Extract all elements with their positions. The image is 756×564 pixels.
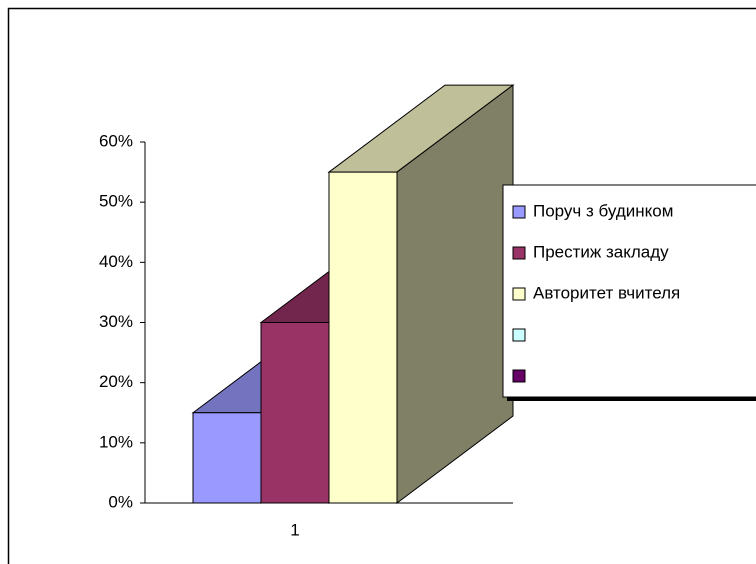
legend bbox=[502, 184, 756, 398]
legend-label: Поруч з будинком bbox=[533, 201, 673, 220]
y-tick-label: 50% bbox=[99, 192, 133, 211]
legend-swatch bbox=[512, 328, 526, 342]
legend-swatch bbox=[512, 369, 526, 383]
bar-front bbox=[260, 322, 330, 504]
legend-label: Престиж закладу bbox=[533, 242, 669, 261]
legend-swatch bbox=[512, 205, 526, 219]
y-tick-label: 20% bbox=[99, 372, 133, 391]
y-tick-label: 10% bbox=[99, 432, 133, 451]
legend-swatch bbox=[512, 287, 526, 301]
bar-front bbox=[192, 412, 262, 504]
y-tick-label: 30% bbox=[99, 312, 133, 331]
bar bbox=[327, 84, 515, 504]
x-tick-label: 1 bbox=[290, 520, 299, 539]
legend-swatch bbox=[512, 246, 526, 260]
bar-front bbox=[328, 171, 398, 504]
legend-label: Авторитет вчителя bbox=[533, 283, 680, 302]
y-tick-label: 60% bbox=[99, 131, 133, 150]
y-tick-label: 40% bbox=[99, 252, 133, 271]
y-tick-label: 0% bbox=[108, 492, 133, 511]
